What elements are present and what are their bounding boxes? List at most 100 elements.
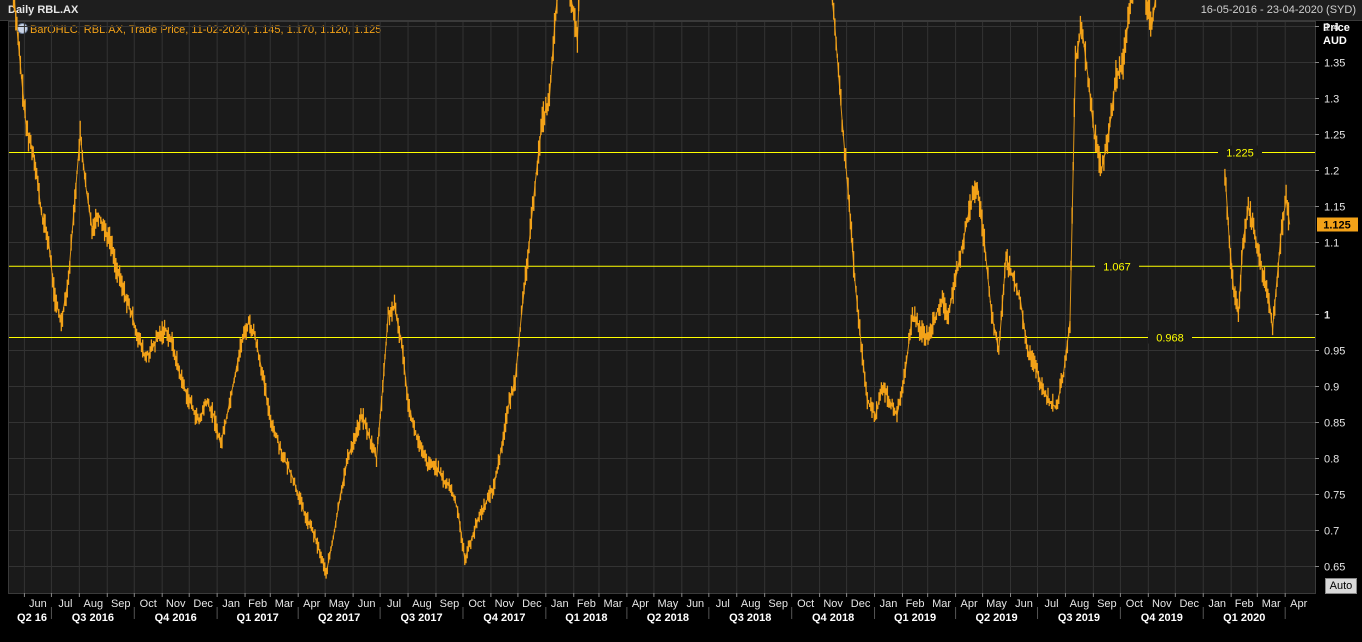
month-label: Feb (1235, 598, 1254, 610)
quarter-label: Q1 2018 (565, 612, 607, 624)
month-label: Jun (1015, 598, 1033, 610)
month-label: Feb (248, 598, 267, 610)
y-tick-label: 1.4 (1324, 22, 1339, 34)
month-label: Aug (1070, 598, 1090, 610)
y-axis-unit: AUD (1323, 35, 1347, 47)
month-label: May (329, 598, 350, 610)
quarter-label: Q4 2018 (812, 612, 854, 624)
x-axis: Jun Jul Aug Sep Oct Nov Dec Jan Feb Mar Apr May Jun J… (17, 593, 1308, 624)
month-label: Jul (58, 598, 72, 610)
month-label: Oct (140, 598, 157, 610)
month-label: Jul (387, 598, 401, 610)
level-label: 1.225 (1226, 148, 1254, 160)
month-label: Jan (1208, 598, 1226, 610)
month-label: Oct (468, 598, 485, 610)
quarter-label: Q2 2019 (975, 612, 1017, 624)
level-label: 1.067 (1103, 261, 1131, 273)
date-range: 16-05-2016 - 23-04-2020 (SYD) (1200, 4, 1356, 16)
price-bars-1 (1224, 168, 1290, 336)
month-label: Jan (222, 598, 240, 610)
month-label: Jun (686, 598, 704, 610)
level-label: 0.968 (1156, 333, 1184, 345)
month-label: Jun (29, 598, 47, 610)
auto-scale-button[interactable]: Auto (1325, 578, 1357, 594)
plot-area[interactable] (8, 21, 1316, 594)
quarter-label: Q2 16 (17, 612, 47, 624)
month-label: Sep (768, 598, 788, 610)
y-tick-label: 0.75 (1324, 490, 1345, 502)
last-price-label: 1.125 (1323, 220, 1351, 232)
month-label: Dec (851, 598, 871, 610)
y-tick-label: 1.1 (1324, 238, 1339, 250)
month-label: Apr (1290, 598, 1307, 610)
month-label: Aug (412, 598, 432, 610)
month-label: May (657, 598, 678, 610)
y-axis: 2.0521.951.91.851.81.751.71.651.61.551.5… (1315, 22, 1358, 574)
month-label: Aug (84, 598, 104, 610)
y-tick-label: 0.65 (1324, 562, 1345, 574)
month-label: Mar (603, 598, 622, 610)
month-label: Dec (193, 598, 213, 610)
y-tick-label: 0.8 (1324, 454, 1339, 466)
last-price-marker (1317, 217, 1358, 232)
month-label: Mar (932, 598, 951, 610)
quarter-label: Q3 2017 (400, 612, 442, 624)
y-axis-title: Price AUD (1323, 22, 1350, 48)
month-label: Apr (961, 598, 978, 610)
price-line-0 (13, 0, 1156, 574)
level-label-bg (1095, 259, 1139, 273)
month-label: Mar (275, 598, 294, 610)
month-label: Apr (632, 598, 649, 610)
y-tick-label: 1.3 (1324, 94, 1339, 106)
y-axis-label: Price (1323, 22, 1350, 34)
y-tick-label: 0.7 (1324, 526, 1339, 538)
month-label: Jul (1044, 598, 1058, 610)
title-bar: Daily RBL.AX 16-05-2016 - 23-04-2020 (SY… (0, 0, 1362, 21)
month-label: Nov (166, 598, 186, 610)
month-label: Sep (1097, 598, 1117, 610)
y-tick-label: 0.95 (1324, 346, 1345, 358)
quarter-label: Q1 2017 (237, 612, 279, 624)
quarter-label: Q2 2017 (318, 612, 360, 624)
grid-lines (9, 22, 1315, 593)
month-label: Jan (551, 598, 569, 610)
month-label: Mar (1262, 598, 1281, 610)
y-tick-label: 1 (1324, 310, 1330, 322)
quarter-label: Q3 2019 (1058, 612, 1100, 624)
level-label-bg (1148, 330, 1192, 344)
month-label: Sep (440, 598, 460, 610)
quarter-label: Q3 2016 (72, 612, 114, 624)
level-label-bg (1218, 145, 1262, 159)
month-label: Nov (495, 598, 515, 610)
price-line-1 (1224, 170, 1291, 329)
quarter-label: Q4 2017 (483, 612, 525, 624)
y-tick-label: 1.35 (1324, 58, 1345, 70)
quarter-label: Q2 2018 (647, 612, 689, 624)
month-label: Nov (823, 598, 843, 610)
month-label: Oct (797, 598, 814, 610)
month-label: Feb (577, 598, 596, 610)
quarter-label: Q4 2019 (1141, 612, 1183, 624)
month-label: Aug (741, 598, 761, 610)
chart-title: Daily RBL.AX (8, 4, 79, 16)
price-series (12, 0, 1291, 579)
quarter-label: Q1 2019 (894, 612, 936, 624)
month-label: Apr (303, 598, 320, 610)
month-label: Jan (880, 598, 898, 610)
quarter-label: Q4 2016 (155, 612, 197, 624)
month-label: Dec (1179, 598, 1199, 610)
month-label: May (986, 598, 1007, 610)
quarter-label: Q1 2020 (1223, 612, 1265, 624)
y-tick-label: 1.25 (1324, 130, 1345, 142)
quarter-label: Q3 2018 (729, 612, 771, 624)
month-label: Oct (1126, 598, 1143, 610)
price-bars-0 (12, 0, 1157, 579)
month-label: Dec (522, 598, 542, 610)
y-tick-label: 0.9 (1324, 382, 1339, 394)
month-label: Nov (1152, 598, 1172, 610)
y-tick-label: 1.2 (1324, 166, 1339, 178)
month-label: Jun (358, 598, 376, 610)
month-label: Sep (111, 598, 131, 610)
